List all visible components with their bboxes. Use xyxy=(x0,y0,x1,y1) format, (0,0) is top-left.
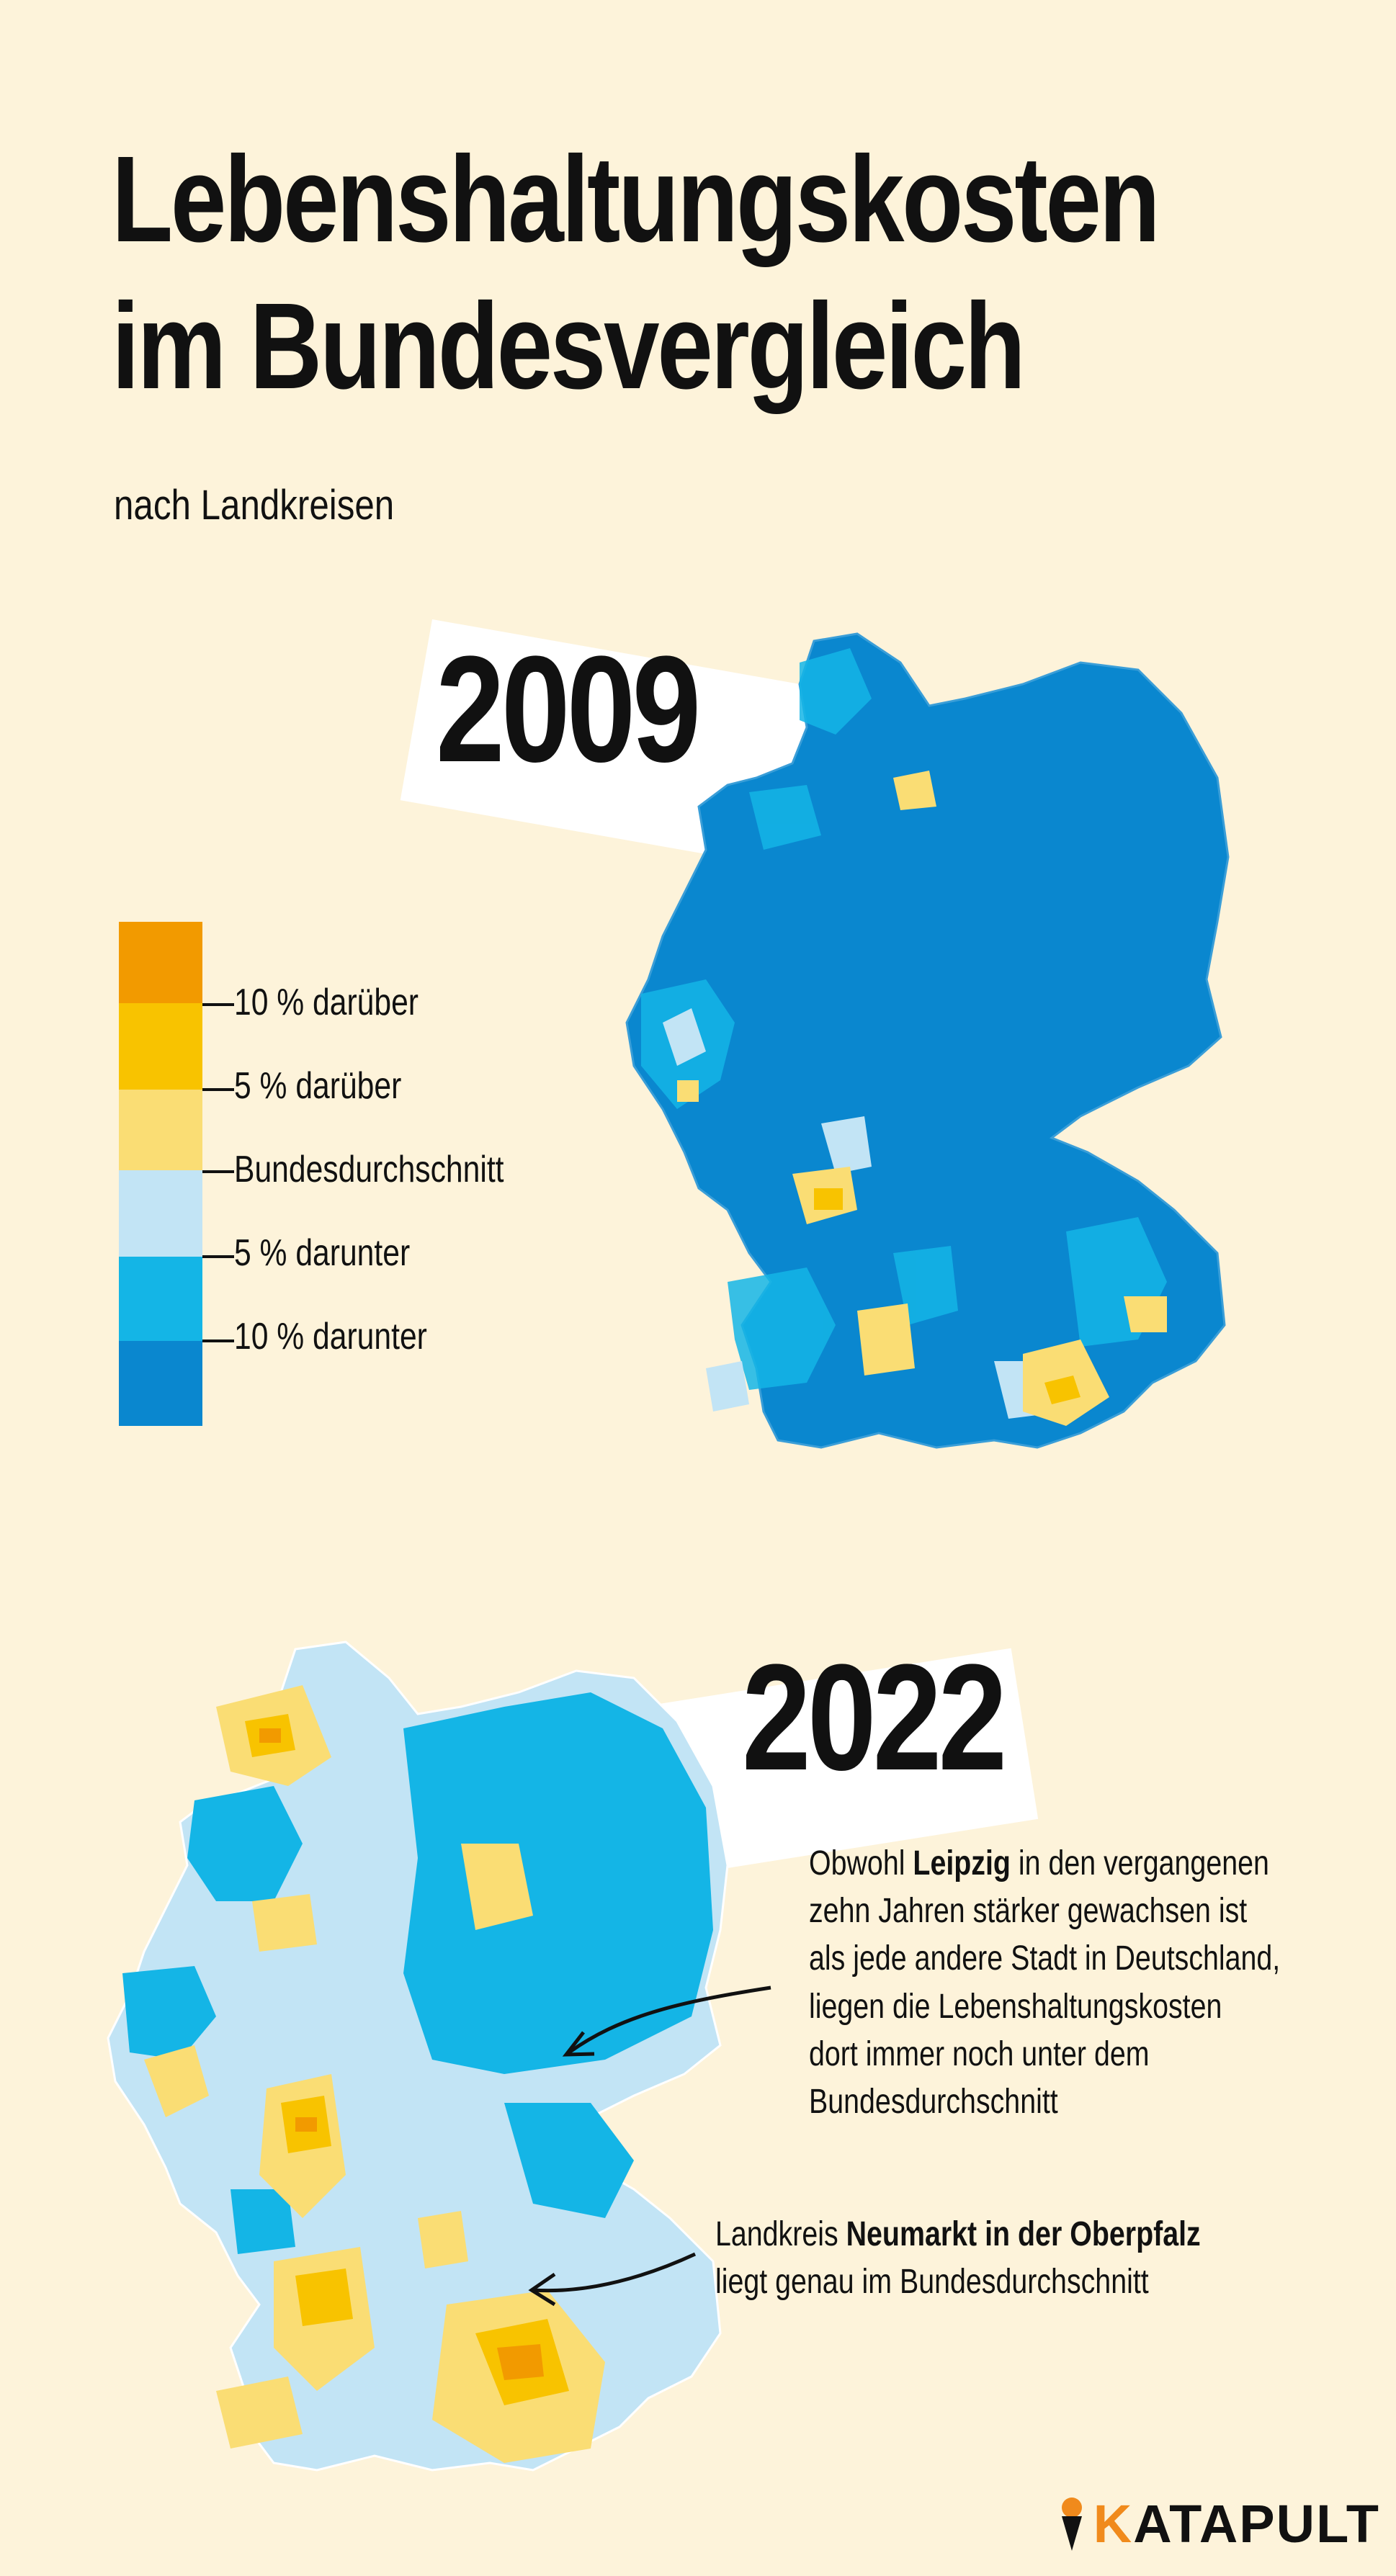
title-line-2: im Bundesvergleich xyxy=(112,278,1026,415)
brand-logo: KATAPULT xyxy=(1056,2491,1380,2556)
annotation-leipzig-line-3: als jede andere Stadt in Deutschland, xyxy=(809,1939,1281,1978)
legend-label-5-above: 5 % darüber xyxy=(234,1064,408,1108)
legend-label-10-above: 10 % darüber xyxy=(234,981,425,1024)
legend-label-10-below: 10 % darunter xyxy=(234,1315,434,1358)
brand-name: KATAPULT xyxy=(1093,2493,1380,2554)
legend-label-5-below: 5 % darunter xyxy=(234,1231,416,1275)
annotation-neumarkt-line-2: liegt genau im Bundesdurchschnitt xyxy=(715,2263,1149,2302)
legend-swatch-average xyxy=(119,1090,202,1170)
districts-above-2009 xyxy=(814,1188,1080,1404)
arrow-leipzig xyxy=(568,1985,771,2055)
arrow-neumarkt-head xyxy=(528,2272,556,2307)
annotation-leipzig-line-4: liegen die Lebenshaltungskosten xyxy=(809,1987,1222,2026)
legend-swatch-5-below xyxy=(119,1170,202,1257)
annotation-leipzig-line-2: zehn Jahren stärker gewachsen ist xyxy=(809,1892,1248,1931)
arrow-leipzig-head xyxy=(562,2031,595,2057)
title-line-1: Lebenshaltungskosten xyxy=(112,131,1160,268)
map-2009 xyxy=(625,632,1230,1449)
legend: 10 % darüber 5 % darüber Bundesdurchschn… xyxy=(119,922,551,1426)
annotation-leipzig-line-5: dort immer noch unter dem xyxy=(809,2034,1150,2073)
map-2022 xyxy=(107,1641,729,2472)
neumarkt-bold: Neumarkt in der Oberpfalz xyxy=(846,2215,1201,2253)
catapult-icon xyxy=(1061,2498,1082,2551)
arrow-neumarkt xyxy=(532,2252,697,2293)
annotation-leipzig-line-1: Obwohl Leipzig in den vergangenen xyxy=(809,1844,1269,1882)
districts-below-2022 xyxy=(122,1692,713,2254)
annotation-leipzig: Obwohl Leipzig in den vergangenen zehn J… xyxy=(809,1840,1280,2126)
year-label-2022: 2022 xyxy=(742,1633,1007,1802)
legend-label-average: Bundesdurchschnitt xyxy=(234,1148,510,1191)
legend-swatch-5-above xyxy=(119,1003,202,1090)
legend-swatch-10-below xyxy=(119,1257,202,1341)
annotation-neumarkt-line-1: Landkreis Neumarkt in der Oberpfalz xyxy=(715,2215,1201,2253)
annotation-leipzig-line-6: Bundesdurchschnitt xyxy=(809,2083,1058,2122)
subtitle: nach Landkreisen xyxy=(114,482,395,529)
annotation-neumarkt: Landkreis Neumarkt in der Oberpfalz lieg… xyxy=(715,2211,1201,2306)
districts-top-2022 xyxy=(259,1728,544,2380)
legend-swatch-10-above xyxy=(119,922,202,1003)
legend-swatch-lowest xyxy=(119,1341,202,1426)
leipzig-bold: Leipzig xyxy=(913,1844,1011,1882)
page-title: Lebenshaltungskosten im Bundesvergleich xyxy=(112,126,1160,420)
year-label-2009: 2009 xyxy=(436,624,701,794)
